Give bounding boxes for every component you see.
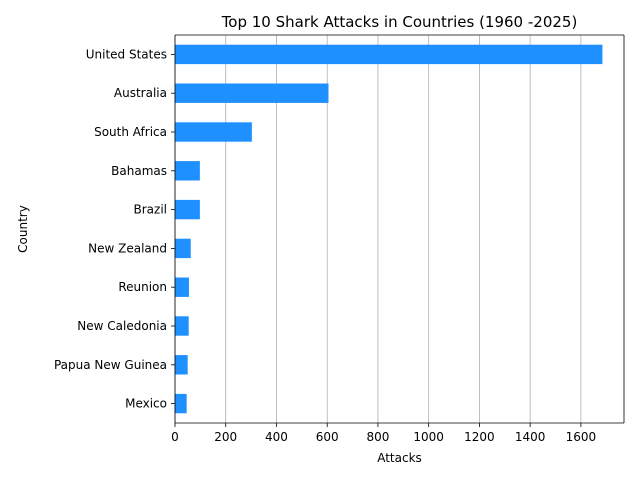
bar-reunion (175, 277, 189, 297)
x-tick-label: 1000 (413, 430, 444, 444)
bar-new-zealand (175, 238, 191, 259)
bar-brazil (175, 199, 200, 220)
bar-australia (175, 83, 329, 103)
chart-title: Top 10 Shark Attacks in Countries (1960 … (221, 13, 578, 31)
bar-south-africa (175, 122, 252, 142)
bar-papua-new-guinea (175, 355, 188, 375)
y-tick-label: New Zealand (88, 241, 167, 255)
y-tick-label: South Africa (94, 125, 167, 139)
x-tick-label: 600 (316, 430, 339, 444)
x-tick-label: 200 (214, 430, 237, 444)
y-axis-label: Country (16, 205, 30, 253)
axes (174, 34, 625, 424)
bar-bahamas (175, 161, 200, 181)
y-tick-label: Mexico (125, 397, 167, 411)
y-tick-label: United States (86, 47, 167, 61)
x-tick-label: 1400 (515, 430, 546, 444)
x-tick-label: 0 (171, 430, 179, 444)
x-tick-label: 1200 (464, 430, 495, 444)
x-tick-label: 400 (265, 430, 288, 444)
y-tick-label: Brazil (134, 203, 168, 217)
x-tick-label: 1600 (566, 430, 597, 444)
ticks: 0 200 400 600 800 1000 1200 1400 1600 United Stat… (54, 47, 596, 444)
x-tick-label: 800 (366, 430, 389, 444)
bar-mexico (175, 393, 187, 414)
y-tick-label: Australia (114, 86, 167, 100)
bars (175, 44, 603, 414)
y-tick-label: Reunion (118, 280, 167, 294)
bar-united-states (175, 44, 603, 65)
y-tick-label: Papua New Guinea (54, 358, 167, 372)
x-axis-label: Attacks (377, 451, 422, 465)
bar-new-caledonia (175, 316, 189, 336)
y-tick-label: New Caledonia (77, 319, 167, 333)
y-tick-label: Bahamas (111, 164, 167, 178)
